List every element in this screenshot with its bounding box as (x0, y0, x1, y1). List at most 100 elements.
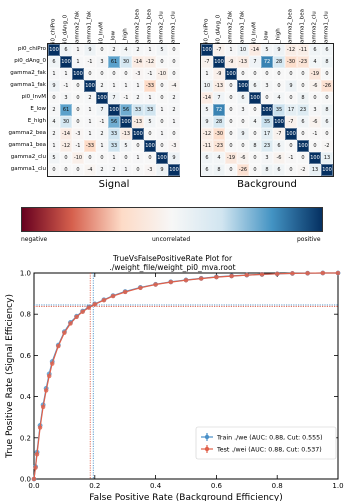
roc-series-point (110, 293, 116, 299)
heatmap-cell: 1 (84, 116, 96, 128)
roc-series-point (290, 271, 295, 276)
colorbar-label-positive: positive (297, 236, 321, 243)
heatmap-cell: 0 (108, 68, 120, 80)
x-tick-label: 0.8 (272, 482, 283, 490)
heatmap-cell: 2 (168, 104, 180, 116)
roc-series-point (335, 270, 341, 276)
heatmap-cell: 0 (132, 140, 144, 152)
heatmap-cell: 2 (132, 44, 144, 56)
heatmap-col-label: gamma1_clu (323, 11, 330, 47)
heatmap-row-label: gamma2_clu (10, 154, 46, 160)
roc-series-point (92, 302, 98, 307)
heatmap-cell: 2 (96, 80, 108, 92)
heatmap-col-label: gamma2_bea (134, 9, 141, 47)
heatmap-cell: -10 (72, 152, 84, 164)
heatmap-cell: 10 (201, 80, 213, 92)
heatmap-cell: -7 (273, 128, 285, 140)
roc-series-point (168, 279, 174, 285)
heatmap-cell: 0 (60, 164, 72, 176)
heatmap-cell: 0 (249, 68, 261, 80)
heatmap-cell: 9 (48, 80, 60, 92)
heatmap-cell: -3 (144, 164, 156, 176)
heatmap-row-label: gamma2_fak (10, 70, 46, 76)
heatmap-cell: -3 (72, 128, 84, 140)
heatmap-cell: 4 (273, 92, 285, 104)
heatmap-cell: -23 (297, 56, 309, 68)
heatmap-col-label: gamma2_clu (158, 11, 165, 47)
heatmap-cell: 23 (261, 140, 273, 152)
heatmap-row-label: gamma1_bea (8, 142, 46, 148)
heatmap-cell: 72 (213, 104, 225, 116)
heatmap-cell: 1 (84, 128, 96, 140)
heatmap-cell: 13 (309, 164, 321, 176)
heatmap-cell: 1 (60, 68, 72, 80)
heatmap-cell: 9 (201, 116, 213, 128)
heatmap-cell: -1 (84, 56, 96, 68)
x-axis-label: False Positive Rate (Background Efficien… (89, 493, 282, 501)
heatmap-cell: 0 (156, 92, 168, 104)
heatmap-cell: 0 (48, 92, 60, 104)
heatmap-cell: 4 (249, 116, 261, 128)
heatmap-cell: -3 (132, 68, 144, 80)
heatmap-cell: 9 (84, 44, 96, 56)
heatmap-cell: -26 (237, 164, 249, 176)
heatmap-cell: 0 (120, 152, 132, 164)
heatmap-cell: 9 (273, 44, 285, 56)
roc-series-point (47, 373, 52, 379)
heatmap-cell: -6 (309, 116, 321, 128)
heatmap-signal: pi0_chiPro pi0_dAng_0 gamma2_fak gamma1_fak… (0, 0, 181, 206)
heatmap-cell: 33 (144, 104, 156, 116)
heatmap-cell: 0 (48, 164, 60, 176)
heatmap-cell: 4 (213, 152, 225, 164)
heatmap-cell: 4 (309, 56, 321, 68)
legend-swatch-marker (204, 434, 210, 440)
heatmap-row-label: gamma1_fak (10, 82, 46, 88)
heatmap-cell: 4 (48, 116, 60, 128)
heatmap-cell: 61 (60, 104, 72, 116)
heatmap-cell: 0 (84, 68, 96, 80)
heatmap-cell: 100 (225, 68, 237, 80)
heatmap-cell: -33 (84, 140, 96, 152)
heatmap-cell: 1 (156, 104, 168, 116)
heatmap-cell: 2 (96, 128, 108, 140)
heatmap-cell: 0 (132, 164, 144, 176)
heatmap-cell: -7 (285, 116, 297, 128)
heatmap-cell: -1 (144, 68, 156, 80)
heatmap-cell: 100 (285, 128, 297, 140)
heatmap-cell: 35 (261, 116, 273, 128)
heatmap-cell: 0 (225, 80, 237, 92)
roc-series-point (86, 305, 91, 310)
heatmap-cell: 0 (144, 128, 156, 140)
heatmap-cell: 0 (249, 164, 261, 176)
heatmap-cell: 0 (285, 92, 297, 104)
heatmap-cell: -7 (213, 44, 225, 56)
heatmap-cell: 0 (96, 68, 108, 80)
heatmap-cell: 1 (120, 164, 132, 176)
heatmap-cell: 0 (273, 68, 285, 80)
heatmap-cell: -10 (156, 68, 168, 80)
heatmap-cell: 7 (96, 104, 108, 116)
heatmap-cell: 0 (120, 68, 132, 80)
heatmap-cell: 9 (156, 164, 168, 176)
heatmap-cell: 0 (261, 92, 273, 104)
heatmap-cell: 56 (108, 116, 120, 128)
heatmap-cell: -26 (321, 80, 333, 92)
heatmap-background: pi0_chiPro pi0_dAng_0 gamma2_fak gamma1_fak… (180, 0, 345, 206)
roc-series-point (37, 425, 43, 430)
heatmap-row-label: pi0_InvM (21, 94, 46, 100)
roc-series-point (40, 404, 46, 410)
heatmap-cell: 61 (108, 56, 120, 68)
heatmap-cell: 17 (261, 128, 273, 140)
heatmap-cell: 0 (309, 140, 321, 152)
heatmap-cell: 0 (297, 152, 309, 164)
heatmap-cell: 1 (72, 44, 84, 56)
heatmap-cell: 0 (84, 152, 96, 164)
heatmap-cell: 8 (249, 140, 261, 152)
heatmap-cell: 5 (201, 104, 213, 116)
roc-series-point (198, 276, 204, 281)
heatmap-cell: 35 (273, 104, 285, 116)
heatmap-cell: 6 (201, 164, 213, 176)
heatmap-cell: 0 (168, 44, 180, 56)
heatmap-cell: 0 (297, 128, 309, 140)
heatmap-cell: 2 (84, 92, 96, 104)
